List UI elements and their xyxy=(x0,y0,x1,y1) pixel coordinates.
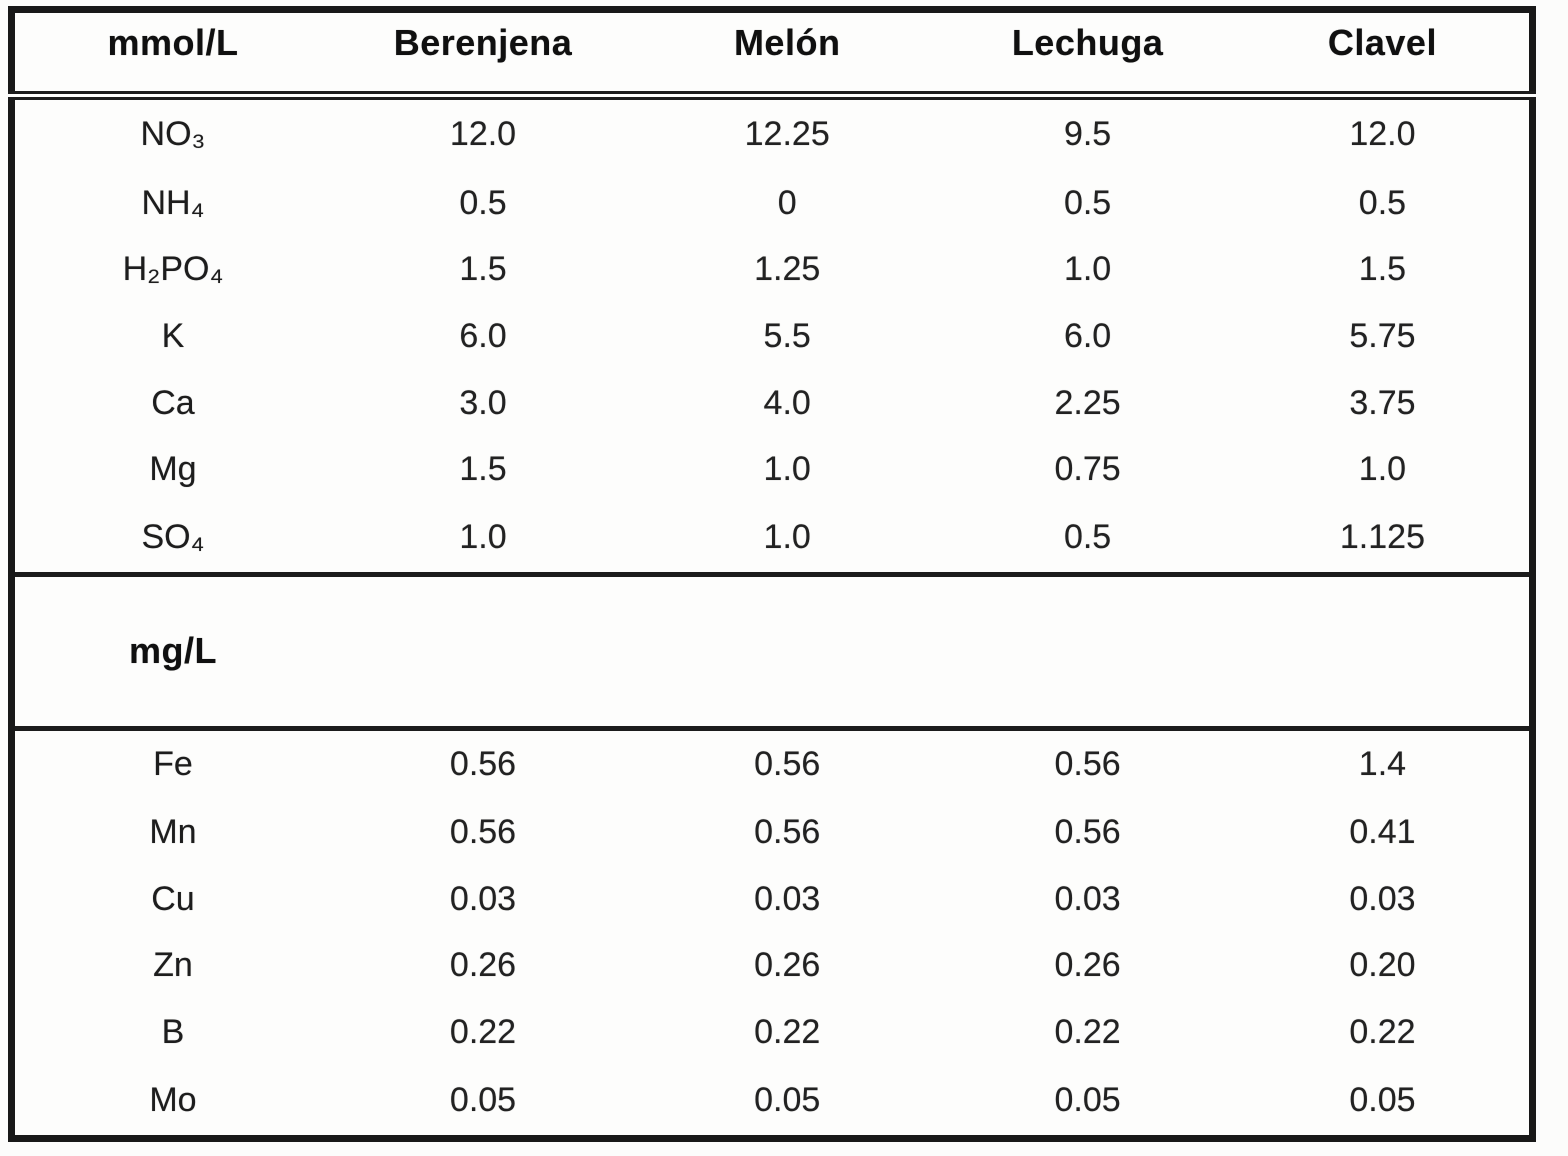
value-cell: 6.0 xyxy=(459,317,507,356)
value-cell: 1.125 xyxy=(1339,517,1425,556)
row-label: Mn xyxy=(149,812,197,851)
column-header-berenjena: Berenjena xyxy=(330,9,636,100)
row-label: Mg xyxy=(149,450,197,489)
table-row: Cu 0.03 0.03 0.03 0.03 xyxy=(12,866,1533,933)
macronutrients-section: NO₃ 12.0 12.25 9.5 12.0 NH₄ 0.5 0 0.5 0.5 H₂PO₄ 1.5… xyxy=(12,96,1533,575)
unit-label-mg-l: mg/L xyxy=(11,571,331,731)
empty-cell xyxy=(939,571,1236,731)
value-cell: 6.0 xyxy=(1063,317,1112,356)
table-row: H₂PO₄ 1.5 1.25 1.0 1.5 xyxy=(12,237,1533,304)
empty-cell xyxy=(330,571,636,731)
table-row: K 6.0 5.5 6.0 5.75 xyxy=(12,303,1533,370)
table-row: Ca 3.0 4.0 2.25 3.75 xyxy=(12,370,1533,437)
table-row: Zn 0.26 0.26 0.26 0.20 xyxy=(12,932,1533,999)
row-label: Mo xyxy=(149,1080,197,1119)
row-label: K xyxy=(161,317,185,356)
value-cell: 0.22 xyxy=(1349,1012,1416,1051)
value-cell: 1.0 xyxy=(1063,250,1112,289)
value-cell: 0.56 xyxy=(1054,812,1121,851)
value-cell: 0.56 xyxy=(1054,745,1121,784)
value-cell: 12.0 xyxy=(449,115,517,154)
row-label: Cu xyxy=(151,879,195,918)
row-label: H₂PO₄ xyxy=(122,250,224,289)
value-cell: 1.5 xyxy=(459,250,507,289)
micronutrients-section: Fe 0.56 0.56 0.56 1.4 Mn 0.56 0.56 0.56 0.41 Cu 0.0… xyxy=(12,728,1533,1138)
row-label: NH₄ xyxy=(141,183,205,222)
value-cell: 0.03 xyxy=(449,879,517,918)
column-header-clavel: Clavel xyxy=(1235,9,1533,100)
row-label: Fe xyxy=(153,745,193,784)
value-cell: 1.5 xyxy=(1358,250,1407,289)
value-cell: 1.25 xyxy=(754,250,821,289)
value-cell: 0.75 xyxy=(1054,450,1121,489)
table-row: Mo 0.05 0.05 0.05 0.05 xyxy=(12,1066,1533,1139)
value-cell: 0.26 xyxy=(449,946,517,985)
value-cell: 4.0 xyxy=(763,383,811,422)
row-label: SO₄ xyxy=(141,517,205,556)
value-cell: 1.0 xyxy=(763,450,811,489)
value-cell: 0.5 xyxy=(1358,183,1407,222)
unit-row: mg/L xyxy=(11,571,1533,731)
value-cell: 0.05 xyxy=(1349,1080,1416,1119)
value-cell: 12.25 xyxy=(744,115,830,154)
table-row: SO₄ 1.0 1.0 0.5 1.125 xyxy=(12,503,1533,574)
value-cell: 5.5 xyxy=(763,317,811,356)
table-row: Mn 0.56 0.56 0.56 0.41 xyxy=(12,799,1533,866)
nutrient-solution-table: mmol/L Berenjena Melón Lechuga Clavel NO… xyxy=(8,6,1536,1142)
value-cell: 0.05 xyxy=(449,1080,517,1119)
value-cell: 0.22 xyxy=(754,1012,821,1051)
table-row: B 0.22 0.22 0.22 0.22 xyxy=(12,999,1533,1066)
value-cell: 1.4 xyxy=(1358,745,1407,784)
value-cell: 0.5 xyxy=(459,183,507,222)
row-label: B xyxy=(161,1012,185,1051)
value-cell: 0.26 xyxy=(1054,946,1121,985)
row-label: Ca xyxy=(151,383,195,422)
empty-cell xyxy=(1235,571,1533,731)
value-cell: 0.56 xyxy=(449,745,517,784)
value-cell: 0.05 xyxy=(754,1080,821,1119)
value-cell: 2.25 xyxy=(1054,383,1121,422)
value-cell: 12.0 xyxy=(1349,115,1416,154)
value-cell: 1.0 xyxy=(1358,450,1407,489)
column-header-unit: mmol/L xyxy=(11,9,331,100)
value-cell: 5.75 xyxy=(1349,317,1416,356)
value-cell: 0.56 xyxy=(449,812,517,851)
value-cell: 1.5 xyxy=(459,450,507,489)
table-row: Fe 0.56 0.56 0.56 1.4 xyxy=(12,728,1533,799)
row-label: NO₃ xyxy=(140,115,206,154)
value-cell: 0.22 xyxy=(449,1012,517,1051)
value-cell: 0.41 xyxy=(1349,812,1416,851)
value-cell: 0.56 xyxy=(754,745,821,784)
column-header-melon: Melón xyxy=(635,9,940,100)
value-cell: 0.20 xyxy=(1349,946,1416,985)
value-cell: 0.03 xyxy=(754,879,821,918)
row-label: Zn xyxy=(153,946,193,985)
table-row: NO₃ 12.0 12.25 9.5 12.0 xyxy=(12,96,1533,170)
value-cell: 0.5 xyxy=(1063,517,1112,556)
value-cell: 0.03 xyxy=(1349,879,1416,918)
value-cell: 1.0 xyxy=(763,517,811,556)
value-cell: 0.26 xyxy=(754,946,821,985)
value-cell: 9.5 xyxy=(1063,115,1112,154)
value-cell: 3.75 xyxy=(1349,383,1416,422)
table-header: mmol/L Berenjena Melón Lechuga Clavel xyxy=(11,9,1533,100)
value-cell: 0.22 xyxy=(1054,1012,1121,1051)
column-header-lechuga: Lechuga xyxy=(939,9,1236,100)
value-cell: 3.0 xyxy=(459,383,507,422)
value-cell: 0.5 xyxy=(1063,183,1112,222)
value-cell: 0.05 xyxy=(1054,1080,1121,1119)
table-row: NH₄ 0.5 0 0.5 0.5 xyxy=(12,170,1533,237)
empty-cell xyxy=(635,571,940,731)
value-cell: 0 xyxy=(777,183,797,222)
value-cell: 0.03 xyxy=(1054,879,1121,918)
unit-section: mg/L xyxy=(11,571,1533,731)
header-row: mmol/L Berenjena Melón Lechuga Clavel xyxy=(11,9,1533,100)
value-cell: 0.56 xyxy=(754,812,821,851)
value-cell: 1.0 xyxy=(459,517,507,556)
table-row: Mg 1.5 1.0 0.75 1.0 xyxy=(12,437,1533,504)
